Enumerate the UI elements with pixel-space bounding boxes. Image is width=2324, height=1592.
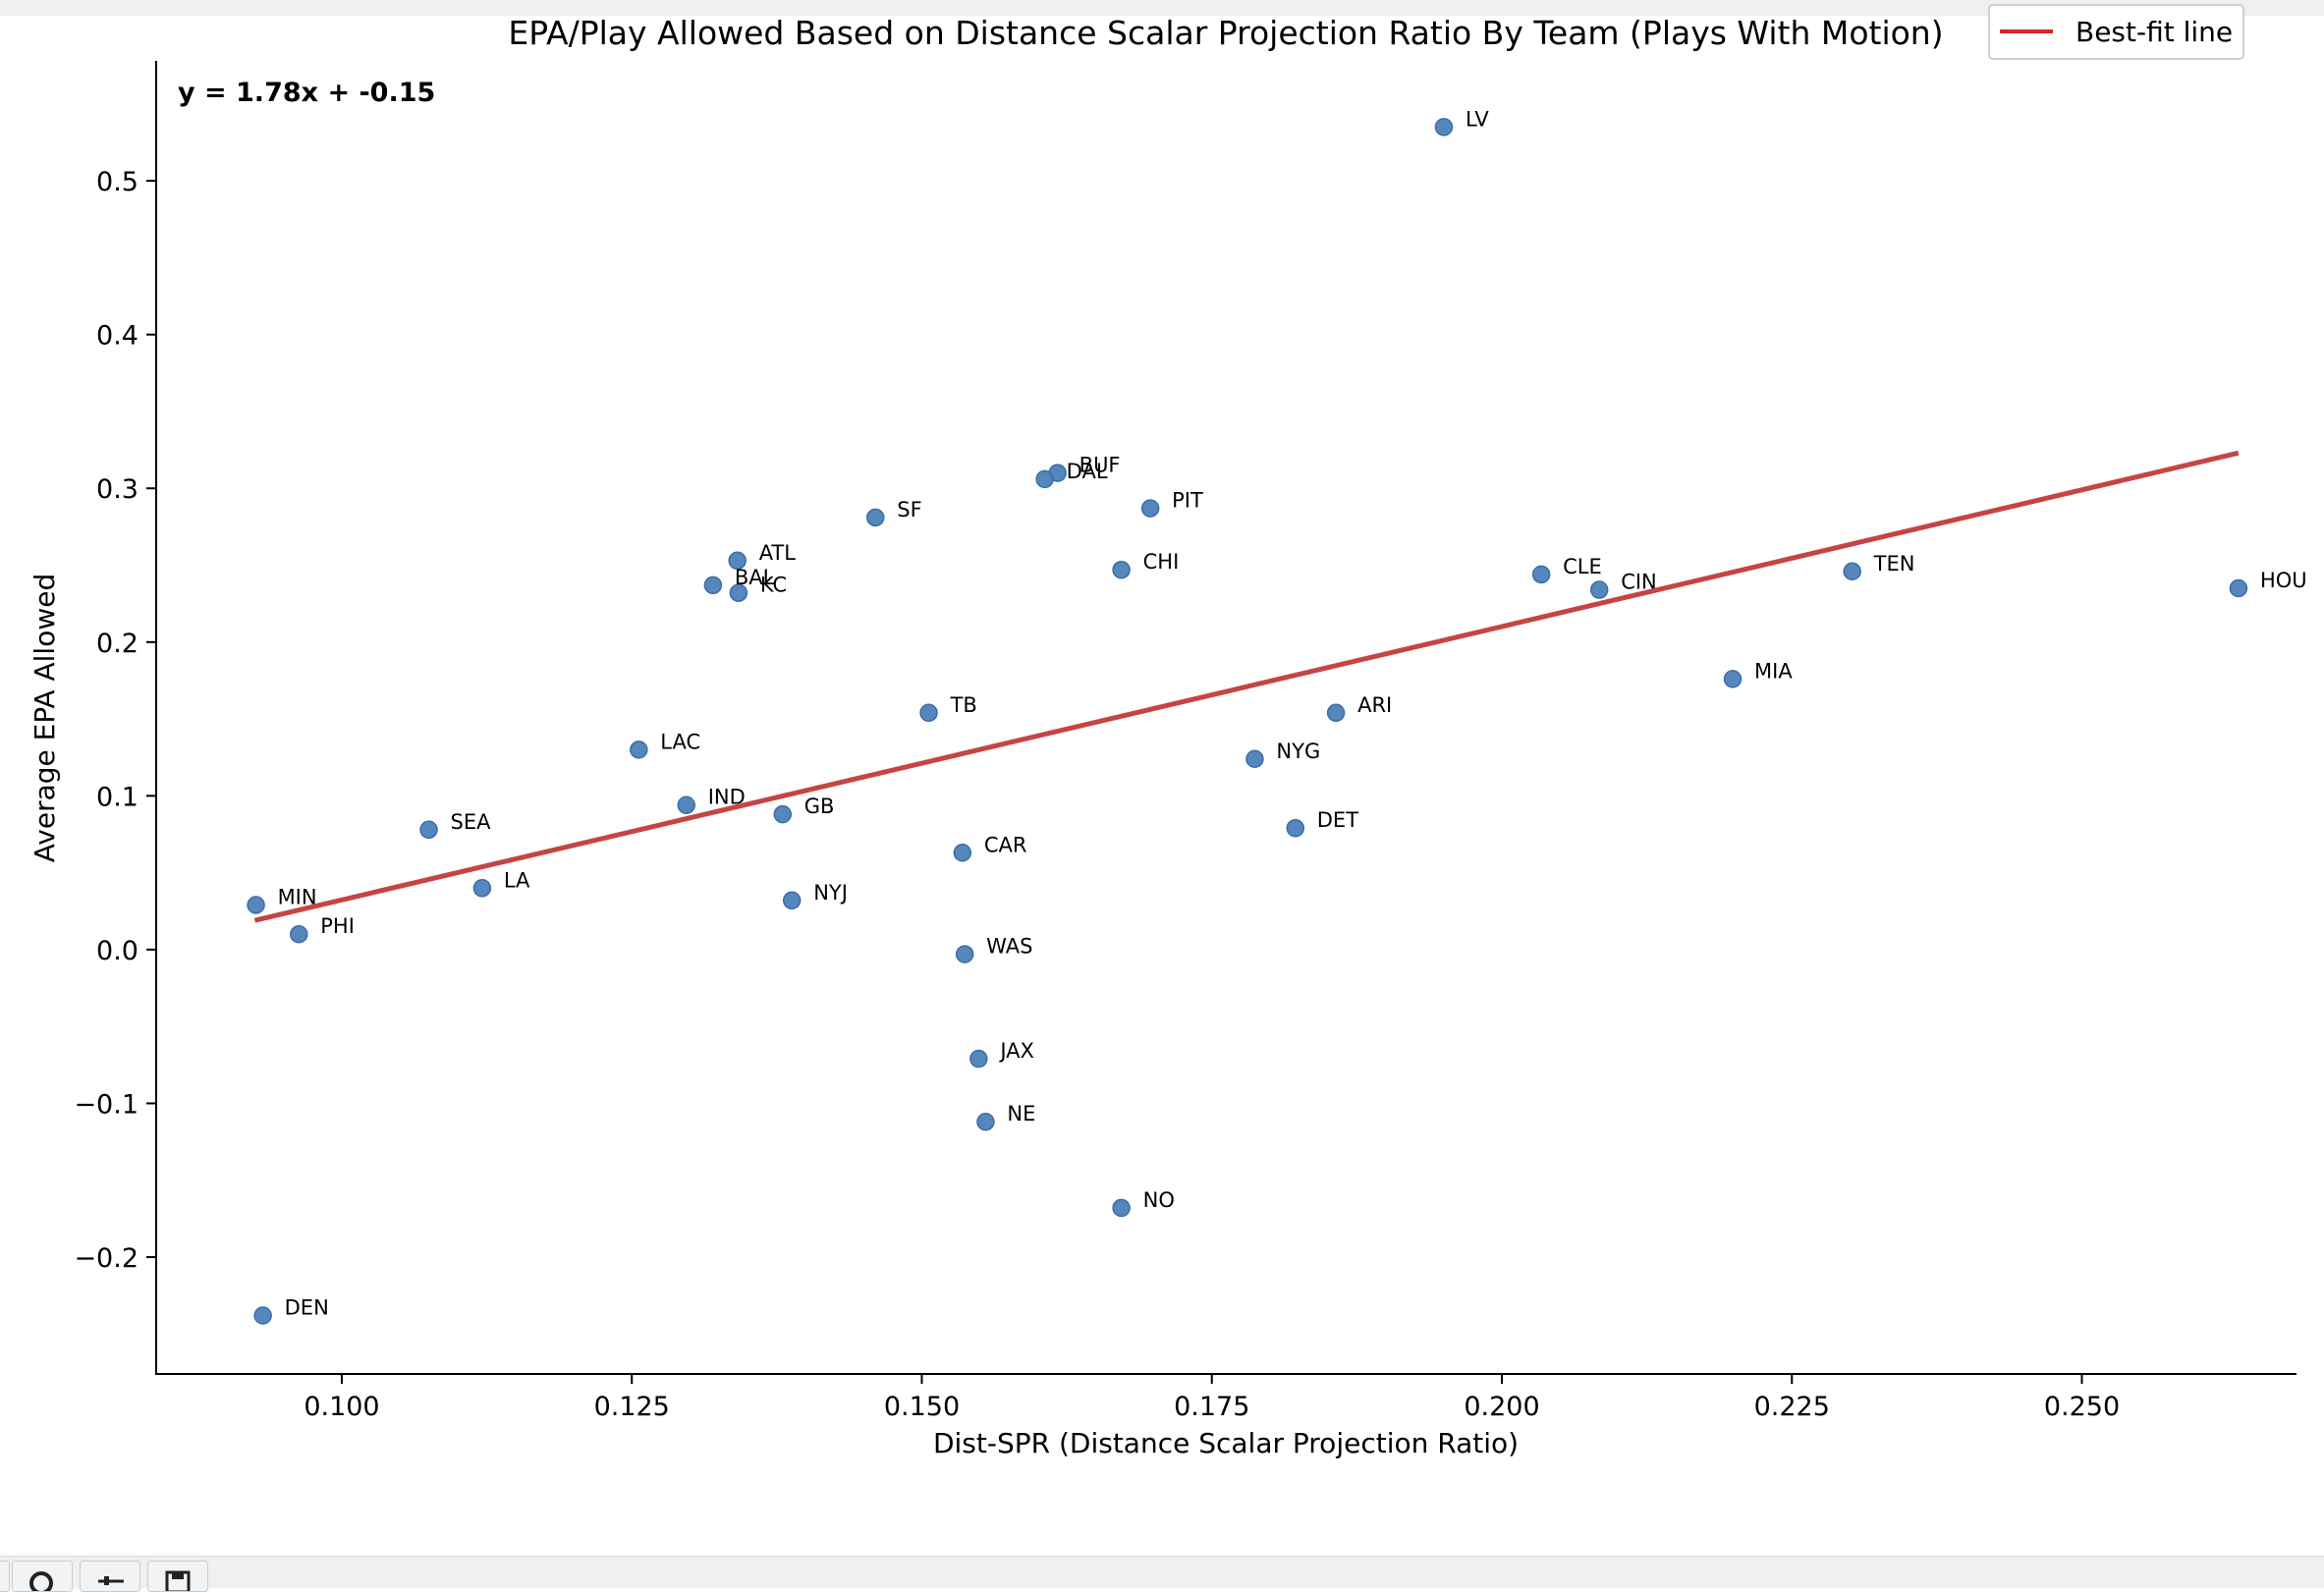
team-label-lv: LV xyxy=(1466,107,1489,131)
point-jax xyxy=(969,1049,988,1069)
chart-title: EPA/Play Allowed Based on Distance Scala… xyxy=(508,14,1943,52)
team-label-jax: JAX xyxy=(998,1039,1034,1063)
y-tick-label: −0.1 xyxy=(74,1089,138,1120)
team-label-den: DEN xyxy=(285,1296,329,1320)
x-tick-label: 0.225 xyxy=(1754,1392,1830,1422)
point-min xyxy=(247,896,265,914)
figure-toolbar xyxy=(0,1556,2324,1592)
point-ten xyxy=(1843,562,1861,581)
fit-line-layer xyxy=(253,450,2240,923)
point-det xyxy=(1286,818,1305,838)
point-tb xyxy=(919,703,938,723)
team-label-ari: ARI xyxy=(1357,693,1392,717)
save-icon xyxy=(165,1570,191,1591)
point-cle xyxy=(1531,565,1551,584)
point-sea xyxy=(419,820,438,840)
team-label-hou: HOU xyxy=(2260,569,2307,592)
x-tick-label: 0.150 xyxy=(884,1392,960,1422)
point-lv xyxy=(1434,118,1454,137)
save-button[interactable] xyxy=(147,1561,208,1592)
y-tick-label: 0.2 xyxy=(96,629,138,659)
point-chi xyxy=(1112,560,1131,579)
team-label-car: CAR xyxy=(984,833,1027,856)
point-sf xyxy=(865,508,885,527)
point-la xyxy=(472,879,492,898)
y-tick-label: −0.2 xyxy=(74,1243,138,1274)
y-tick-label: 0.1 xyxy=(96,782,138,812)
point-phi xyxy=(290,924,308,944)
y-tick-label: 0.5 xyxy=(96,167,138,197)
team-label-no: NO xyxy=(1143,1188,1175,1212)
team-label-dal: DAL xyxy=(1067,460,1108,483)
team-label-chi: CHI xyxy=(1143,550,1180,574)
point-hou xyxy=(2229,578,2248,598)
team-label-sea: SEA xyxy=(451,810,492,834)
team-label-sf: SF xyxy=(897,498,921,522)
point-lac xyxy=(630,741,648,759)
x-ticks: 0.100 0.125 0.150 0.175 0.200 0.225 0.250 xyxy=(304,1374,2120,1422)
team-label-pit: PIT xyxy=(1172,489,1203,513)
team-label-mia: MIA xyxy=(1754,659,1793,683)
pan-button[interactable] xyxy=(0,1561,10,1592)
team-label-was: WAS xyxy=(986,935,1032,959)
team-label-bal: BAL xyxy=(735,566,775,589)
configure-subplots-button[interactable] xyxy=(80,1561,140,1592)
point-no xyxy=(1112,1198,1131,1218)
zoom-button[interactable] xyxy=(12,1561,73,1592)
point-ne xyxy=(976,1112,995,1131)
legend: Best-fit line xyxy=(1988,4,2244,60)
point-kc xyxy=(729,583,748,602)
team-label-ne: NE xyxy=(1007,1102,1035,1125)
team-label-phi: PHI xyxy=(320,914,355,938)
x-tick-label: 0.100 xyxy=(304,1392,379,1422)
configure-subplots-icon xyxy=(98,1576,124,1585)
equation-annotation: y = 1.78x + -0.15 xyxy=(178,78,435,108)
point-cin xyxy=(1589,580,1609,599)
y-ticks: −0.2 −0.1 0.0 0.1 0.2 0.3 0.4 0.5 xyxy=(74,167,156,1274)
point-bal xyxy=(703,576,723,595)
team-label-gb: GB xyxy=(804,795,835,818)
point-ind xyxy=(677,796,695,814)
team-label-kc: KC xyxy=(760,574,787,597)
axes xyxy=(155,61,2296,1375)
best-fit-line xyxy=(253,450,2240,923)
y-tick-label: 0.0 xyxy=(96,936,138,966)
x-axis-label: Dist-SPR (Distance Scalar Projection Rat… xyxy=(933,1427,1519,1459)
zoom-icon xyxy=(29,1571,53,1591)
point-den xyxy=(253,1306,272,1325)
team-label-buf: BUF xyxy=(1079,454,1121,477)
team-label-det: DET xyxy=(1317,808,1358,832)
point-nyj xyxy=(782,891,802,910)
team-label-nyj: NYJ xyxy=(813,881,848,905)
team-label-ten: TEN xyxy=(1873,552,1915,576)
points-layer xyxy=(247,118,2248,1325)
x-tick-label: 0.250 xyxy=(2044,1392,2120,1422)
x-tick-label: 0.200 xyxy=(1464,1392,1539,1422)
x-tick-label: 0.125 xyxy=(594,1392,670,1422)
window-top-strip xyxy=(0,0,2324,16)
point-was xyxy=(955,945,974,963)
point-ari xyxy=(1326,703,1346,723)
point-dal xyxy=(1035,469,1054,489)
team-label-tb: TB xyxy=(950,693,977,717)
point-pit xyxy=(1140,499,1160,518)
point-nyg xyxy=(1245,749,1264,769)
team-label-lac: LAC xyxy=(660,730,700,753)
point-atl xyxy=(728,551,747,571)
point-car xyxy=(953,844,972,862)
legend-entry-best-fit: Best-fit line xyxy=(2075,16,2233,48)
point-gb xyxy=(773,804,793,824)
legend-box xyxy=(1988,4,2244,60)
point-mia xyxy=(1723,670,1743,688)
y-tick-label: 0.3 xyxy=(96,474,138,505)
x-tick-label: 0.175 xyxy=(1174,1392,1249,1422)
team-label-la: LA xyxy=(504,868,530,892)
team-label-cle: CLE xyxy=(1563,555,1602,578)
y-tick-label: 0.4 xyxy=(96,321,138,352)
team-label-nyg: NYG xyxy=(1276,740,1320,763)
y-axis-label: Average EPA Allowed xyxy=(28,574,61,862)
team-label-atl: ATL xyxy=(759,541,797,565)
